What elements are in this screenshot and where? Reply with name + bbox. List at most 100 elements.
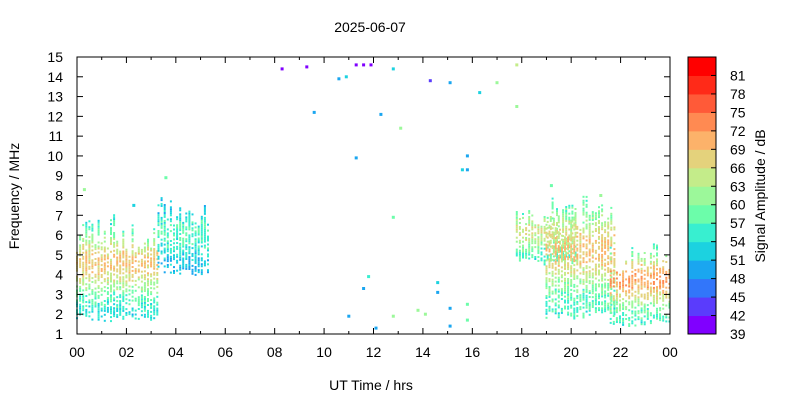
colorbar-segment: [688, 223, 716, 243]
signal-point: [551, 217, 554, 220]
signal-point: [609, 282, 612, 285]
signal-point: [110, 308, 112, 311]
signal-point: [604, 229, 607, 232]
signal-point: [562, 244, 565, 247]
signal-point: [116, 250, 119, 253]
signal-point: [562, 223, 565, 226]
signal-point: [188, 258, 191, 261]
signal-point: [128, 271, 131, 274]
signal-point: [188, 218, 191, 221]
signal-point: [564, 240, 566, 243]
signal-point: [200, 221, 203, 224]
signal-point: [665, 304, 668, 307]
signal-point: [116, 264, 119, 267]
signal-point: [637, 268, 640, 271]
signal-point: [85, 255, 88, 258]
signal-point: [560, 252, 563, 255]
signal-point: [515, 220, 518, 223]
signal-point: [103, 309, 106, 312]
signal-point: [564, 271, 566, 274]
signal-point: [157, 224, 160, 227]
signal-point: [143, 246, 146, 249]
signal-point: [131, 238, 134, 241]
signal-point: [570, 259, 573, 262]
y-axis-label: Frequency / MHz: [6, 143, 22, 250]
signal-point: [157, 214, 160, 217]
signal-point: [119, 258, 122, 261]
signal-point: [540, 239, 543, 242]
signal-point: [176, 232, 179, 235]
signal-point: [567, 311, 570, 314]
colorbar-tick-label: 45: [730, 289, 746, 305]
signal-point: [557, 314, 560, 317]
signal-point: [140, 258, 143, 261]
signal-point: [604, 225, 607, 228]
y-tick-label: 6: [55, 227, 63, 243]
signal-point: [622, 308, 625, 310]
activity-band-4: [609, 243, 671, 327]
signal-point: [203, 232, 206, 235]
signal-point: [166, 260, 169, 263]
signal-point: [515, 230, 518, 233]
signal-point: [557, 225, 560, 228]
signal-point: [567, 278, 570, 280]
signal-point: [631, 286, 634, 289]
signal-point: [515, 236, 518, 239]
signal-point: [551, 203, 554, 206]
signal-point: [551, 211, 554, 214]
signal-point: [610, 272, 613, 275]
signal-point: [122, 250, 125, 253]
signal-point: [601, 242, 604, 244]
signal-point: [615, 291, 618, 294]
signal-point: [665, 296, 668, 299]
signal-point: [157, 218, 160, 221]
signal-point: [128, 273, 131, 276]
signal-point: [643, 303, 646, 306]
signal-point: [562, 240, 565, 243]
signal-point: [100, 287, 103, 290]
signal-point: [643, 297, 646, 300]
signal-point: [609, 302, 612, 305]
signal-point: [88, 246, 91, 248]
signal-point: [113, 315, 116, 318]
signal-point: [634, 290, 637, 293]
signal-point: [153, 251, 156, 254]
signal-point: [594, 273, 597, 276]
signal-point: [668, 300, 671, 303]
signal-point: [554, 276, 557, 279]
signal-point: [79, 282, 82, 284]
signal-point: [79, 305, 82, 308]
signal-point: [153, 271, 156, 274]
signal-point: [131, 230, 134, 233]
signal-point: [599, 194, 603, 197]
signal-point: [588, 272, 591, 275]
signal-point: [531, 224, 534, 227]
signal-point: [656, 297, 658, 300]
signal-point: [570, 221, 573, 224]
signal-point: [119, 252, 122, 255]
signal-point: [131, 266, 134, 268]
signal-point: [552, 221, 555, 224]
signal-point: [465, 318, 469, 322]
signal-point: [91, 271, 94, 274]
signal-point: [185, 212, 188, 215]
signal-point: [634, 306, 637, 309]
signal-point: [179, 217, 182, 220]
signal-point: [106, 310, 109, 313]
signal-point: [518, 226, 521, 228]
signal-point: [582, 312, 585, 315]
colorbar-segment: [688, 112, 716, 132]
signal-point: [103, 250, 106, 253]
signal-point: [173, 256, 175, 259]
signal-point: [576, 263, 579, 266]
signal-point: [150, 291, 153, 294]
signal-point: [137, 252, 140, 255]
signal-point: [85, 261, 88, 264]
signal-point: [554, 292, 557, 295]
signal-point: [573, 246, 576, 249]
signal-point: [116, 308, 119, 310]
signal-point: [570, 231, 573, 234]
signal-point: [576, 303, 579, 305]
signal-point: [113, 243, 116, 246]
signal-point: [622, 317, 625, 320]
